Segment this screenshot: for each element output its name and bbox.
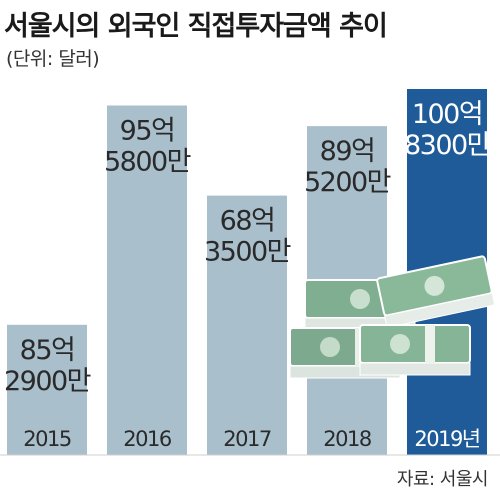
x-tick-label: 2019년: [414, 427, 479, 451]
value-label: 100억: [412, 99, 482, 130]
value-label: 5800만: [104, 147, 191, 178]
bar-2017: [207, 195, 287, 455]
unit-label: (단위: 달러): [6, 48, 100, 70]
source-label: 자료: 서울시: [396, 469, 489, 490]
x-tick-label: 2018: [323, 427, 371, 451]
value-label: 68억: [220, 206, 275, 237]
value-label: 5200만: [304, 167, 391, 198]
x-tick-label: 2015: [23, 427, 71, 451]
value-label: 95억: [120, 116, 175, 147]
value-label: 89억: [320, 136, 375, 167]
value-label: 8300만: [404, 130, 491, 161]
chart-title: 서울시의 외국인 직접투자금액 추이: [4, 11, 388, 42]
x-tick-label: 2016: [123, 427, 172, 451]
x-tick-label: 2017: [223, 427, 271, 451]
bar-2016: [107, 105, 187, 456]
value-label: 85억: [20, 335, 75, 366]
value-label: 3500만: [204, 237, 291, 268]
money-stack-icon: [289, 255, 496, 379]
bar-2015: [7, 324, 87, 455]
value-label: 2900만: [4, 366, 91, 397]
